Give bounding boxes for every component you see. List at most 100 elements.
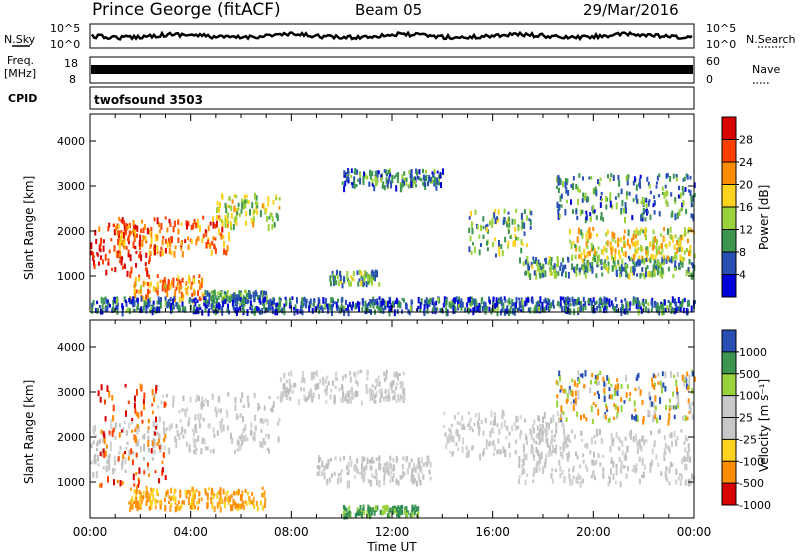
echo-cell	[577, 481, 580, 485]
echo-cell	[283, 303, 286, 309]
echo-cell	[105, 304, 108, 310]
echo-cell	[147, 229, 150, 235]
echo-cell	[373, 475, 376, 479]
echo-cell	[604, 305, 607, 311]
echo-cell	[122, 427, 125, 433]
echo-cell	[246, 295, 249, 301]
echo-cell	[187, 221, 190, 227]
echo-cell	[517, 227, 520, 232]
echo-cell	[642, 435, 645, 441]
echo-cell	[374, 400, 377, 404]
echo-cell	[383, 396, 385, 402]
echo-cell	[428, 469, 431, 475]
echo-cell	[226, 217, 228, 225]
echo-cell	[133, 287, 136, 295]
echo-cell	[653, 384, 656, 390]
echo-cell	[659, 415, 661, 420]
echo-cell	[379, 392, 382, 399]
echo-cell	[482, 451, 485, 457]
freq-trace	[91, 65, 693, 74]
echo-cell	[236, 506, 239, 512]
echo-cell	[558, 177, 561, 184]
echo-cell	[268, 396, 271, 400]
echo-cell	[263, 490, 266, 496]
echo-cell	[168, 218, 171, 224]
echo-cell	[262, 420, 265, 425]
echo-cell	[219, 292, 222, 297]
echo-cell	[638, 444, 641, 449]
echo-cell	[225, 206, 228, 214]
echo-cell	[445, 298, 448, 305]
echo-cell	[107, 261, 110, 266]
echo-cell	[245, 290, 247, 294]
colorbar-tick-label: 12	[739, 224, 753, 237]
echo-cell	[115, 225, 118, 231]
echo-cell	[92, 440, 95, 445]
echo-cell	[654, 300, 657, 306]
echo-cell	[572, 465, 575, 469]
echo-cell	[296, 297, 298, 304]
echo-cell	[556, 258, 559, 264]
echo-cell	[555, 449, 557, 455]
echo-cell	[679, 473, 681, 477]
echo-cell	[508, 218, 511, 222]
echo-cell	[103, 452, 106, 459]
echo-cell	[201, 437, 204, 444]
echo-cell	[547, 422, 550, 430]
echo-cell	[533, 260, 536, 264]
echo-cell	[690, 305, 693, 312]
echo-cell	[522, 446, 525, 453]
echo-cell	[499, 449, 502, 455]
echo-cell	[246, 309, 249, 316]
echo-cell	[371, 183, 374, 187]
echo-cell	[134, 435, 137, 443]
echo-cell	[117, 238, 120, 246]
echo-cell	[681, 186, 684, 191]
echo-cell	[492, 300, 495, 308]
echo-cell	[270, 408, 273, 412]
echo-cell	[415, 184, 417, 188]
echo-cell	[526, 215, 529, 221]
echo-cell	[234, 302, 237, 306]
echo-cell	[310, 371, 313, 378]
echo-cell	[93, 260, 95, 267]
echo-cell	[515, 296, 518, 304]
echo-cell	[347, 511, 350, 515]
echo-cell	[575, 476, 578, 484]
echo-cell	[360, 280, 363, 286]
echo-cell	[530, 430, 533, 436]
echo-cell	[393, 175, 396, 179]
echo-cell	[191, 299, 194, 304]
echo-cell	[204, 491, 207, 496]
echo-cell	[503, 217, 506, 221]
echo-cell	[390, 386, 393, 391]
echo-cell	[192, 437, 195, 443]
echo-cell	[252, 436, 255, 440]
echo-cell	[589, 216, 592, 222]
echo-cell	[360, 511, 363, 516]
echo-cell	[521, 468, 524, 476]
echo-cell	[590, 474, 593, 479]
echo-cell	[177, 500, 180, 504]
echo-cell	[393, 371, 396, 378]
echo-cell	[160, 297, 162, 303]
echo-cell	[576, 236, 579, 244]
echo-cell	[309, 391, 312, 398]
echo-cell	[465, 445, 468, 450]
echo-cell	[264, 441, 266, 445]
echo-cell	[418, 169, 421, 175]
echo-cell	[663, 227, 665, 232]
echo-cell	[372, 391, 374, 398]
echo-cell	[523, 231, 526, 236]
echo-cell	[560, 451, 562, 457]
echo-cell	[207, 302, 210, 307]
echo-cell	[280, 391, 283, 399]
echo-cell	[676, 247, 679, 254]
echo-cell	[379, 510, 382, 515]
echo-cell	[576, 300, 578, 306]
echo-cell	[529, 225, 532, 230]
echo-cell	[220, 423, 223, 429]
echo-cell	[133, 489, 136, 494]
echo-cell	[225, 295, 228, 302]
